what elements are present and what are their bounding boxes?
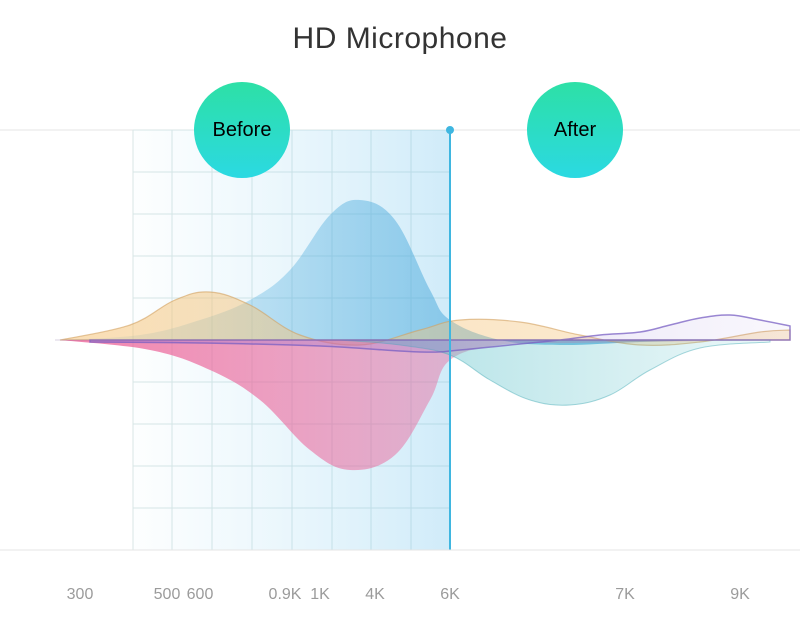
x-tick-label: 9K	[730, 586, 750, 604]
before-badge: Before	[194, 82, 290, 178]
chart-svg	[0, 0, 800, 631]
x-tick-label: 6K	[440, 586, 460, 604]
after-badge: After	[527, 82, 623, 178]
x-tick-label: 300	[67, 586, 94, 604]
frequency-chart: Before After 300 500 600 0.9K 1K 4K 6K 7K 9K	[0, 0, 800, 631]
x-tick-label: 1K	[310, 586, 330, 604]
x-tick-label: 500	[154, 586, 181, 604]
x-tick-label: 7K	[615, 586, 635, 604]
before-badge-label: Before	[213, 119, 272, 142]
x-tick-label: 4K	[365, 586, 385, 604]
x-tick-label: 600	[187, 586, 214, 604]
after-badge-label: After	[554, 119, 596, 142]
x-tick-label: 0.9K	[269, 586, 302, 604]
